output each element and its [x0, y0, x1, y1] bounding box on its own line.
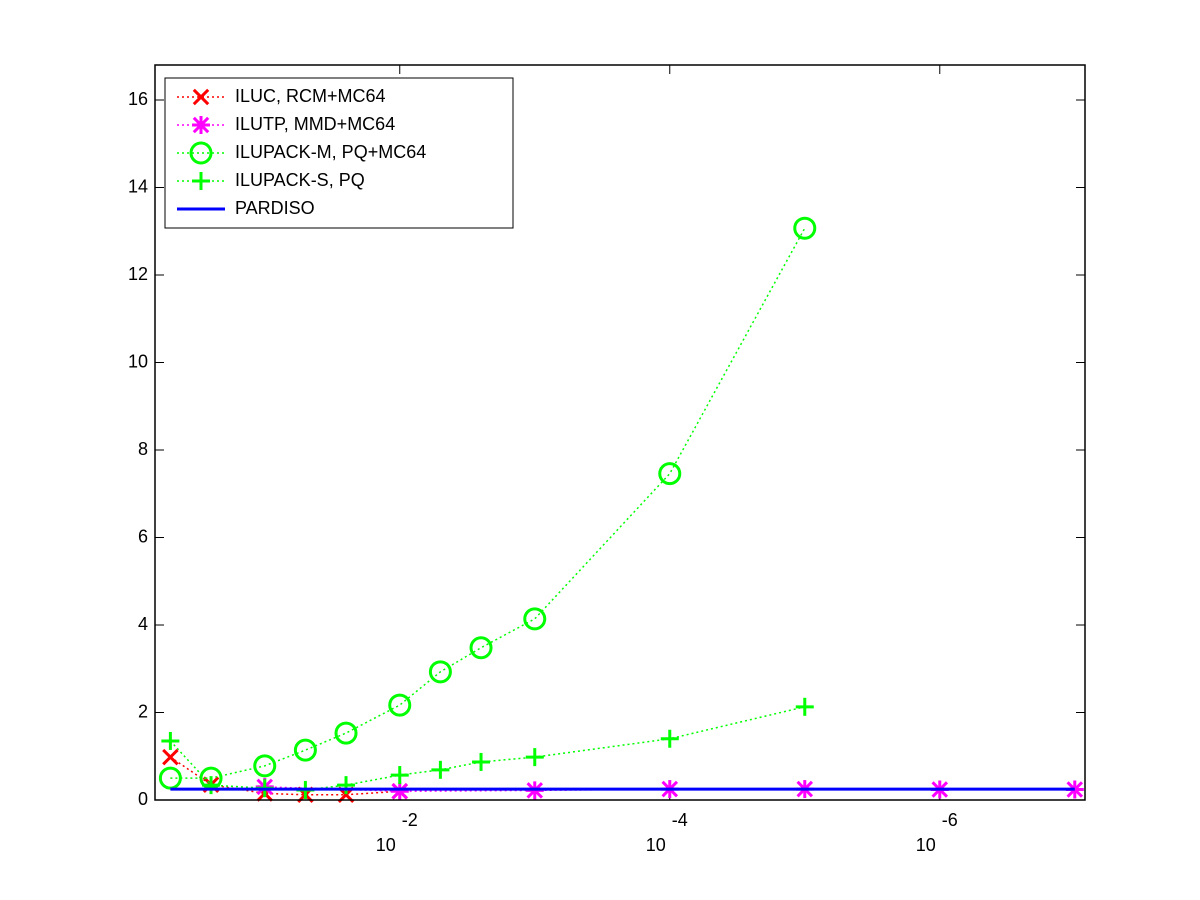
marker-stroke [293, 738, 317, 762]
y-tick-label: 16 [128, 89, 148, 109]
x-tick-label: 10 [916, 835, 936, 855]
marker [525, 748, 544, 767]
y-tick-label: 0 [138, 789, 148, 809]
legend-label: PARDISO [235, 198, 315, 218]
series-line [169, 756, 400, 796]
marker-stroke [793, 216, 817, 240]
y-tick-label: 12 [128, 264, 148, 284]
marker [660, 729, 679, 748]
x-tick-exponent: -4 [672, 810, 688, 830]
marker-stroke [189, 141, 213, 165]
y-tick-label: 6 [138, 526, 148, 546]
marker [390, 766, 409, 785]
legend-label: ILUTP, MMD+MC64 [235, 114, 395, 134]
marker [658, 462, 682, 486]
marker [428, 660, 452, 684]
axes-box [154, 64, 1086, 801]
marker [469, 636, 493, 660]
marker [431, 760, 450, 779]
x-tick-exponent: -6 [942, 810, 958, 830]
marker [523, 607, 547, 631]
marker-stroke [658, 462, 682, 486]
y-tick-label: 14 [128, 176, 148, 196]
marker-stroke [162, 748, 179, 766]
marker [334, 721, 358, 745]
y-tick-label: 10 [128, 351, 148, 371]
marker [253, 754, 277, 778]
x-tick-label: 10 [376, 835, 396, 855]
y-tick-label: 4 [138, 614, 148, 634]
legend-label: ILUPACK-M, PQ+MC64 [235, 142, 426, 162]
series-line [170, 227, 806, 779]
marker [472, 752, 491, 771]
marker [192, 88, 210, 106]
marker-stroke [334, 721, 358, 745]
marker-stroke [523, 607, 547, 631]
legend-label: ILUPACK-S, PQ [235, 170, 365, 190]
x-tick-label: 10 [646, 835, 666, 855]
marker-stroke [192, 88, 210, 106]
marker [795, 697, 814, 716]
y-tick-label: 2 [138, 701, 148, 721]
marker [293, 738, 317, 762]
marker-stroke [388, 693, 412, 717]
marker [202, 776, 221, 795]
marker [390, 782, 409, 801]
marker [161, 731, 180, 750]
marker [192, 172, 210, 190]
marker [793, 216, 817, 240]
marker [162, 748, 179, 766]
x-tick-exponent: -2 [402, 810, 418, 830]
marker [388, 693, 412, 717]
legend-label: ILUC, RCM+MC64 [235, 86, 386, 106]
marker [192, 116, 210, 134]
y-tick-label: 8 [138, 439, 148, 459]
marker [337, 776, 356, 795]
marker-stroke [469, 636, 493, 660]
marker-stroke [253, 754, 277, 778]
marker-stroke [428, 660, 452, 684]
marker [189, 141, 213, 165]
